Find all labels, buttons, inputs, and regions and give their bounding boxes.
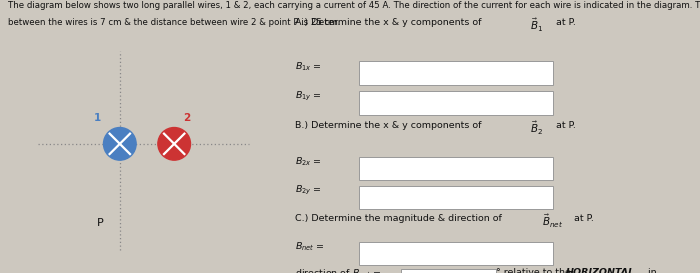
- Text: A.) Determine the x & y components of: A.) Determine the x & y components of: [295, 18, 485, 27]
- Text: HORIZONTAL: HORIZONTAL: [566, 268, 636, 273]
- FancyBboxPatch shape: [359, 242, 554, 265]
- Text: $\vec{B}_1$: $\vec{B}_1$: [530, 16, 543, 34]
- FancyBboxPatch shape: [359, 186, 554, 209]
- Text: $B_{1x}$ =: $B_{1x}$ =: [295, 60, 322, 73]
- Text: 1: 1: [94, 114, 101, 123]
- FancyBboxPatch shape: [400, 269, 496, 273]
- Text: B.) Determine the x & y components of: B.) Determine the x & y components of: [295, 121, 485, 130]
- Text: in: in: [645, 268, 657, 273]
- Text: $\vec{B}_2$: $\vec{B}_2$: [530, 120, 543, 137]
- Text: at P.: at P.: [554, 121, 576, 130]
- FancyBboxPatch shape: [359, 157, 554, 180]
- Text: $B_{net}$ =: $B_{net}$ =: [295, 240, 325, 253]
- Text: at P.: at P.: [574, 214, 594, 223]
- Text: P: P: [97, 218, 104, 228]
- Text: at P.: at P.: [554, 18, 576, 27]
- Circle shape: [104, 127, 136, 160]
- FancyBboxPatch shape: [359, 61, 554, 85]
- FancyBboxPatch shape: [359, 91, 554, 115]
- Text: 2: 2: [183, 114, 190, 123]
- Text: $\vec{B}_{net}$: $\vec{B}_{net}$: [542, 213, 564, 230]
- Text: $B_{1y}$ =: $B_{1y}$ =: [295, 90, 322, 103]
- Text: between the wires is 7 cm & the distance between wire 2 & point P is 25 cm.: between the wires is 7 cm & the distance…: [8, 18, 341, 27]
- Text: C.) Determine the magnitude & direction of: C.) Determine the magnitude & direction …: [295, 214, 505, 223]
- Text: $B_{2x}$ =: $B_{2x}$ =: [295, 156, 322, 168]
- Text: $B_{2y}$ =: $B_{2y}$ =: [295, 184, 322, 197]
- Text: ° relative to the: ° relative to the: [496, 268, 573, 273]
- Circle shape: [158, 127, 190, 160]
- Text: direction of $B_{net}$ =: direction of $B_{net}$ =: [295, 268, 382, 273]
- Text: The diagram below shows two long parallel wires, 1 & 2, each carrying a current : The diagram below shows two long paralle…: [8, 1, 700, 10]
